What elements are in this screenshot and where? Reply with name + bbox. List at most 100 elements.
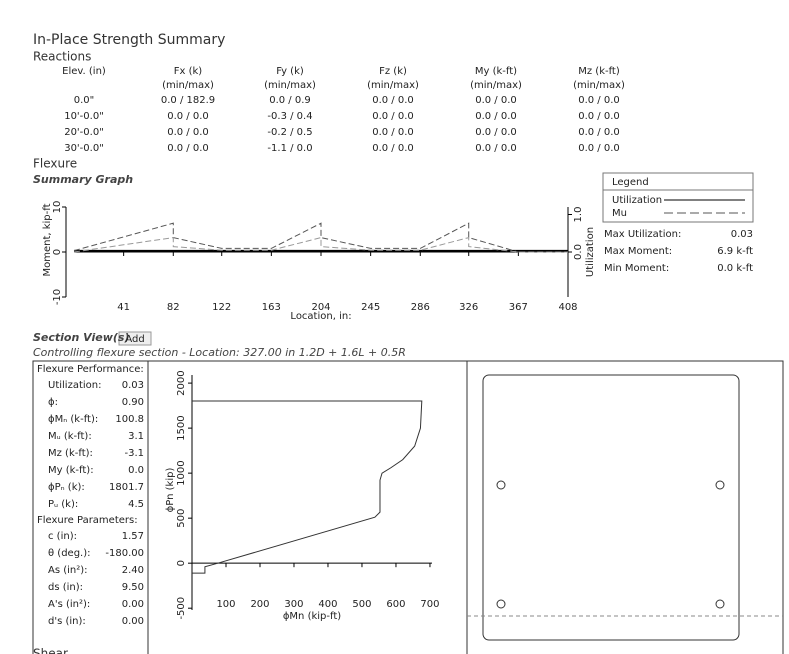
y-tick-label: 0: [52, 249, 63, 255]
x-tick-label: 300: [284, 599, 303, 610]
x-tick-label: 500: [352, 599, 371, 610]
property-label: ds (in):: [48, 582, 83, 593]
property-label: d's (in):: [48, 616, 86, 627]
legend-label: Mu: [612, 208, 627, 219]
stat-value: 0.03: [731, 229, 753, 240]
column-header: Mz (k-ft): [578, 66, 620, 77]
column-subheader: (min/max): [367, 80, 419, 91]
property-label: As (in²):: [48, 565, 88, 576]
x-tick-label: 400: [318, 599, 337, 610]
series-line: [192, 400, 423, 574]
column-subheader: (min/max): [470, 80, 522, 91]
x-tick-label: 41: [117, 302, 130, 313]
y-tick-label: -10: [52, 289, 63, 305]
cell: 0.0 / 0.0: [167, 143, 209, 154]
y-tick-label: 500: [176, 509, 187, 528]
y-tick-label: 1000: [176, 460, 187, 485]
cell: 0.0 / 0.0: [475, 111, 517, 122]
property-label: θ (deg.):: [48, 548, 91, 559]
caption: Controlling flexure section - Location: …: [33, 346, 406, 359]
column-header: Fz (k): [379, 66, 407, 77]
cell: 30'-0.0": [64, 143, 104, 154]
column-subheader: (min/max): [573, 80, 625, 91]
cell: 0.0 / 0.0: [167, 127, 209, 138]
page-title: In-Place Strength Summary: [33, 32, 225, 48]
cell: -0.3 / 0.4: [267, 111, 312, 122]
property-value: 4.5: [128, 499, 144, 510]
cell: 0.0 / 0.0: [475, 95, 517, 106]
x-tick-label: 408: [558, 302, 577, 313]
x-tick-label: 600: [386, 599, 405, 610]
cell: 0.0 / 0.0: [475, 127, 517, 138]
cell: 0.0 / 0.9: [269, 95, 311, 106]
property-value: 0.0: [128, 465, 144, 476]
property-label: Mz (k-ft):: [48, 448, 93, 459]
property-value: 1801.7: [109, 482, 144, 493]
column-header: Fx (k): [174, 66, 203, 77]
property-label: c (in):: [48, 531, 77, 542]
cell: 10'-0.0": [64, 111, 104, 122]
stat-label: Min Moment:: [604, 263, 669, 274]
legend-label: Utilization: [612, 195, 662, 206]
y-axis-label: Moment, kip-ft: [42, 203, 53, 276]
x-tick-label: 100: [216, 599, 235, 610]
column-header: My (k-ft): [475, 66, 517, 77]
button-label[interactable]: Add: [125, 334, 144, 345]
rebar: [496, 599, 506, 609]
cell: 0.0 / 0.0: [475, 143, 517, 154]
x-tick-label: 200: [250, 599, 269, 610]
property-label: Utilization:: [48, 380, 101, 391]
cell: 0.0 / 0.0: [578, 111, 620, 122]
property-label: A's (in²):: [48, 599, 90, 610]
cell: 0.0 / 0.0: [578, 127, 620, 138]
add-button[interactable]: [118, 331, 152, 346]
property-value: 9.50: [122, 582, 144, 593]
y-tick-label: -500: [176, 597, 187, 620]
cell: 20'-0.0": [64, 127, 104, 138]
x-tick-label: 286: [411, 302, 430, 313]
cell: 0.0 / 0.0: [372, 111, 414, 122]
property-value: 0.90: [122, 397, 144, 408]
property-value: 0.00: [122, 616, 144, 627]
stat-value: 6.9 k-ft: [717, 246, 753, 257]
graph-title: Summary Graph: [33, 173, 133, 186]
y-tick-label: 0: [176, 560, 187, 566]
series-line: [73, 236, 568, 253]
section-heading: Shear: [33, 647, 68, 654]
cell: -0.2 / 0.5: [267, 127, 312, 138]
property-value: 1.57: [122, 531, 144, 542]
x-tick-label: 122: [212, 302, 231, 313]
y-axis-label: ϕPn (kip): [165, 468, 176, 513]
group-heading: Flexure Performance:: [37, 364, 144, 375]
property-value: 0.03: [122, 380, 144, 391]
y-tick-label: 10: [52, 201, 63, 214]
cell: 0.0 / 0.0: [167, 111, 209, 122]
x-tick-label: 163: [262, 302, 281, 313]
x-tick-label: 82: [167, 302, 180, 313]
column-subheader: (min/max): [264, 80, 316, 91]
cell: 0.0 / 0.0: [372, 95, 414, 106]
stat-label: Max Utilization:: [604, 229, 681, 240]
property-value: -180.00: [105, 548, 144, 559]
rebar: [715, 480, 725, 490]
x-axis-label: Location, in:: [290, 311, 351, 322]
property-value: 0.00: [122, 599, 144, 610]
y2-tick-label: 1.0: [573, 207, 584, 223]
cell: 0.0 / 0.0: [372, 127, 414, 138]
property-label: ϕMₙ (k-ft):: [48, 414, 98, 425]
x-tick-label: 326: [459, 302, 478, 313]
column-subheader: (min/max): [162, 80, 214, 91]
property-value: 2.40: [122, 565, 144, 576]
property-value: -3.1: [124, 448, 144, 459]
cell: 0.0 / 0.0: [372, 143, 414, 154]
column-header: Fy (k): [276, 66, 304, 77]
series-line: [73, 222, 568, 253]
cell: -1.1 / 0.0: [267, 143, 312, 154]
x-tick-label: 367: [509, 302, 528, 313]
rebar: [715, 599, 725, 609]
legend-title: Legend: [612, 177, 649, 188]
rebar: [496, 480, 506, 490]
cell: 0.0": [74, 95, 95, 106]
